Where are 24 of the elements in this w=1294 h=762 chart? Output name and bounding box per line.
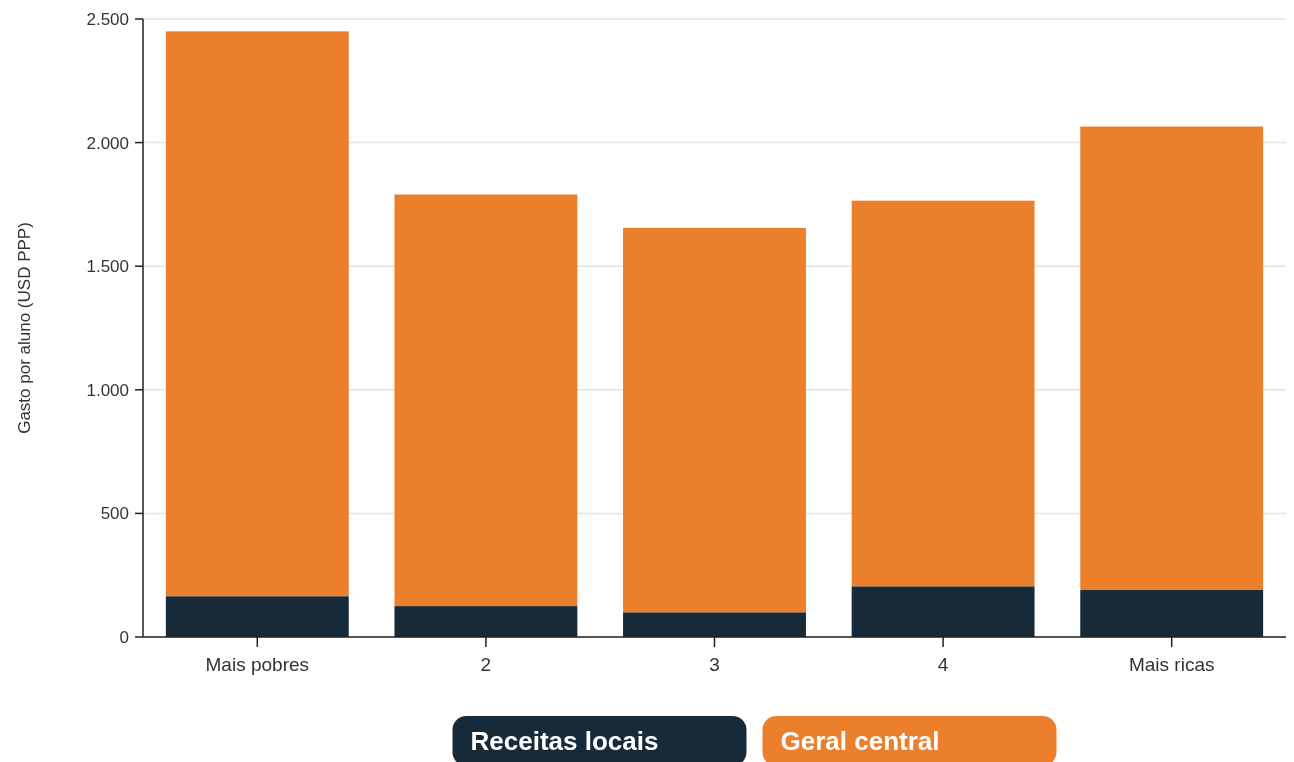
text: Receitas locais [470, 726, 659, 756]
bar [394, 606, 578, 637]
bar [165, 596, 349, 637]
bar [1080, 126, 1264, 591]
x-tick-label: Mais ricas [1128, 654, 1215, 675]
y-tick-label: 2.000 [86, 133, 129, 153]
y-tick-label: 1.500 [86, 257, 129, 277]
x-tick-label: 3 [709, 654, 720, 675]
bar [851, 200, 1035, 587]
bar [165, 31, 349, 597]
y-tick-label: 500 [100, 504, 129, 524]
y-axis-title: Gasto por aluno (USD PPP) [15, 222, 34, 434]
y-tick-label: 0 [119, 627, 129, 647]
x-tick-label: 4 [937, 654, 949, 675]
bar [1080, 590, 1264, 637]
text: Geral central [780, 726, 940, 756]
y-tick-label: 2.500 [86, 9, 129, 29]
bar [623, 612, 806, 637]
bar [623, 227, 806, 613]
x-tick-label: 2 [480, 654, 492, 675]
x-tick-label: Mais pobres [205, 654, 310, 675]
bar [851, 586, 1035, 637]
y-tick-label: 1.000 [86, 380, 129, 400]
bar [394, 194, 578, 607]
